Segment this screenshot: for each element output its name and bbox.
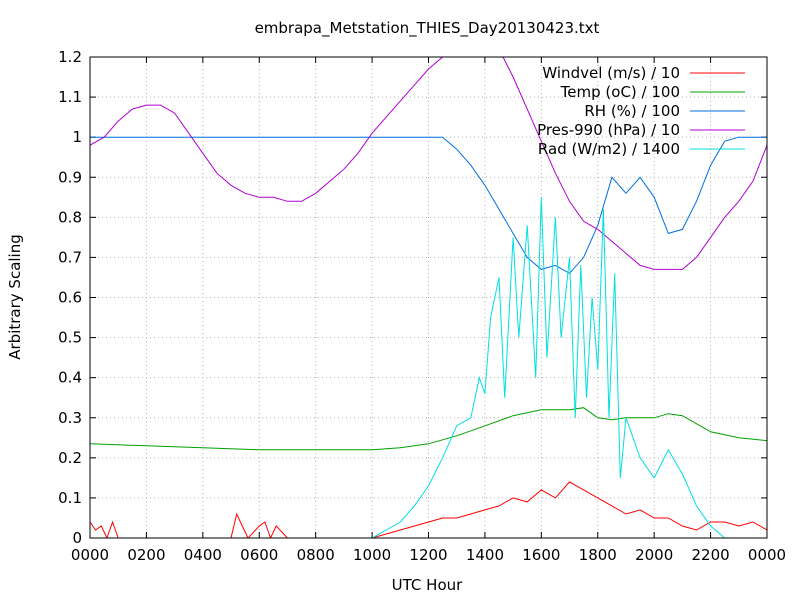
y-tick-label: 0.1 (58, 489, 82, 507)
y-tick-label: 0.8 (58, 208, 82, 226)
plot-frame (89, 56, 768, 539)
x-tick-label: 2000 (635, 546, 673, 564)
x-tick-label: 1200 (409, 546, 447, 564)
x-tick-label: 0800 (297, 546, 335, 564)
y-axis-ticks: 0 0.1 0.2 0.3 0.4 0.5 0.6 0.7 0.8 0.9 1 1.1 1.2 (58, 48, 767, 547)
legend-label: Temp (oC) / 100 (560, 83, 680, 101)
y-tick-label: 1.1 (58, 88, 82, 106)
y-tick-label: 1.2 (58, 48, 82, 66)
x-tick-label: 0200 (127, 546, 165, 564)
x-tick-label: 0000 (71, 546, 109, 564)
series-line-1 (90, 407, 767, 451)
legend-label: Pres-990 (hPa) / 10 (537, 121, 680, 139)
series-line-2 (90, 136, 767, 275)
x-tick-label: 1600 (522, 546, 560, 564)
series-line-4 (90, 197, 767, 538)
y-tick-label: 0.5 (58, 329, 82, 347)
y-tick-label: 0.3 (58, 409, 82, 427)
y-tick-label: 0.4 (58, 369, 82, 387)
x-tick-label: 1800 (579, 546, 617, 564)
y-tick-label: 0 (72, 529, 82, 547)
x-tick-label: 0600 (240, 546, 278, 564)
x-tick-label: 0000 (748, 546, 786, 564)
series-lines (90, 57, 767, 538)
y-tick-label: 0.6 (58, 289, 82, 307)
chart-title: embrapa_Metstation_THIES_Day20130423.txt (255, 19, 600, 38)
y-axis-label: Arbitrary Scaling (6, 234, 24, 360)
legend-label: Windvel (m/s) / 10 (542, 64, 680, 82)
legend-label: Rad (W/m2) / 1400 (538, 140, 680, 158)
x-tick-label: 0400 (184, 546, 222, 564)
y-tick-label: 0.2 (58, 449, 82, 467)
series-line-0 (90, 481, 767, 538)
x-axis-ticks: 0000 0200 0400 0600 0800 1000 1200 1400 1600 1800… (71, 57, 786, 564)
y-tick-label: 0.7 (58, 248, 82, 266)
y-tick-label: 0.9 (58, 168, 82, 186)
legend-label: RH (%) / 100 (584, 102, 680, 120)
series-line-3 (90, 57, 767, 270)
x-tick-label: 1000 (353, 546, 391, 564)
y-tick-label: 1 (72, 128, 82, 146)
x-tick-label: 2200 (691, 546, 729, 564)
x-tick-label: 1400 (466, 546, 504, 564)
x-axis-label: UTC Hour (392, 576, 463, 594)
